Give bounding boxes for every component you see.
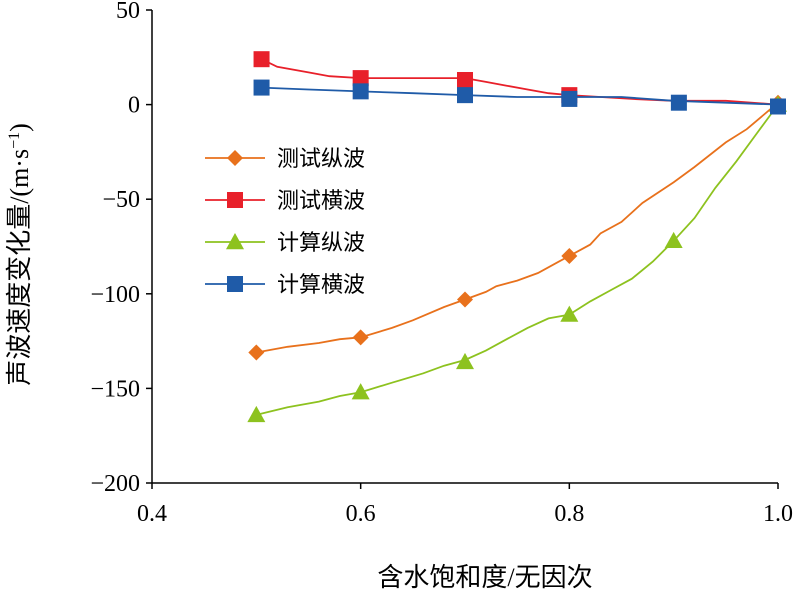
- series-line: [261, 86, 779, 106]
- data-point: [670, 94, 687, 111]
- x-axis-title: 含水饱和度/无因次: [377, 563, 592, 592]
- data-point: [560, 305, 579, 322]
- legend-label: 计算纵波: [277, 230, 365, 255]
- x-tick-label: 0.6: [346, 501, 376, 527]
- y-axis-title-close: ): [5, 123, 34, 132]
- series-line: [256, 102, 779, 354]
- legend-label: 测试纵波: [277, 146, 365, 171]
- y-tick-label: 50: [116, 0, 140, 24]
- legend-item: 计算横波: [205, 272, 365, 297]
- data-point: [561, 247, 578, 264]
- y-tick-label: −200: [90, 471, 140, 497]
- data-point: [770, 98, 786, 115]
- legend-label: 测试横波: [277, 188, 365, 213]
- series-1: [248, 94, 786, 361]
- axis-ticks: 50 0 −50 −100 −150 −200 0.4 0.6 0.8 1.0: [90, 0, 793, 527]
- data-point: [561, 90, 578, 107]
- y-tick-label: 0: [128, 93, 140, 119]
- x-tick-label: 0.8: [554, 501, 584, 527]
- legend-item: 测试横波: [205, 188, 365, 213]
- legend-marker: [227, 150, 243, 166]
- y-tick-label: −150: [90, 376, 140, 402]
- data-point: [352, 329, 369, 346]
- y-tick-label: −50: [102, 187, 140, 213]
- series-2: [253, 51, 779, 106]
- legend-marker: [227, 276, 243, 292]
- data-point: [351, 383, 370, 400]
- legend-marker: [226, 233, 244, 250]
- y-tick-label: −100: [90, 282, 140, 308]
- y-axis-title: 声波速度变化量/(m·s−1): [5, 123, 34, 386]
- series-4: [253, 79, 786, 115]
- data-point: [664, 231, 683, 249]
- y-axis-title-sup: −1: [6, 132, 23, 149]
- data-point: [457, 291, 473, 308]
- data-point: [248, 344, 265, 361]
- y-axis-title-main: 声波速度变化量/(m·s: [5, 149, 34, 386]
- data-point: [457, 87, 473, 104]
- data-point: [456, 352, 474, 370]
- data-point: [247, 405, 266, 423]
- legend-marker: [227, 192, 243, 208]
- data-point: [253, 79, 270, 96]
- legend-item: 计算纵波: [205, 230, 365, 255]
- data-point: [457, 72, 473, 89]
- series-layer: [247, 51, 787, 423]
- x-tick-label: 0.4: [137, 501, 167, 527]
- data-point: [253, 51, 270, 68]
- x-tick-label: 1.0: [763, 501, 793, 527]
- legend-item: 测试纵波: [205, 146, 365, 171]
- data-point: [352, 83, 369, 100]
- series-3: [247, 95, 787, 423]
- legend-label: 计算横波: [277, 272, 365, 297]
- series-line: [261, 58, 779, 106]
- data-point: [352, 70, 369, 87]
- plot-area: 50 0 −50 −100 −150 −200 0.4 0.6 0.8 1.0: [90, 0, 793, 527]
